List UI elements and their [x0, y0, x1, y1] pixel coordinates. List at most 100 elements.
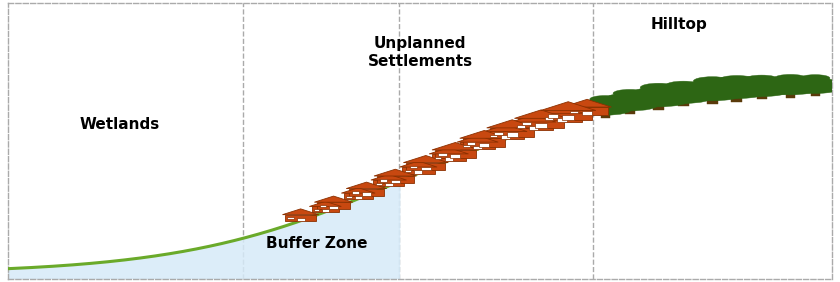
- FancyBboxPatch shape: [414, 170, 423, 173]
- FancyBboxPatch shape: [349, 189, 384, 196]
- Ellipse shape: [640, 83, 677, 92]
- Ellipse shape: [790, 83, 840, 94]
- Polygon shape: [374, 169, 417, 176]
- FancyBboxPatch shape: [320, 205, 326, 207]
- FancyBboxPatch shape: [459, 142, 496, 149]
- Ellipse shape: [654, 91, 713, 103]
- FancyBboxPatch shape: [450, 154, 460, 158]
- Ellipse shape: [801, 75, 830, 81]
- Polygon shape: [371, 174, 407, 180]
- FancyBboxPatch shape: [362, 192, 370, 196]
- FancyBboxPatch shape: [557, 118, 567, 122]
- Polygon shape: [429, 148, 469, 154]
- FancyBboxPatch shape: [601, 112, 610, 118]
- Polygon shape: [346, 182, 386, 189]
- FancyBboxPatch shape: [438, 153, 447, 156]
- Polygon shape: [486, 120, 538, 128]
- FancyBboxPatch shape: [312, 206, 339, 212]
- FancyBboxPatch shape: [435, 150, 475, 158]
- FancyBboxPatch shape: [434, 157, 441, 159]
- FancyBboxPatch shape: [582, 111, 592, 116]
- FancyBboxPatch shape: [494, 132, 502, 135]
- Ellipse shape: [590, 96, 621, 103]
- FancyBboxPatch shape: [566, 107, 608, 116]
- FancyBboxPatch shape: [785, 91, 795, 98]
- FancyBboxPatch shape: [549, 114, 558, 118]
- FancyBboxPatch shape: [517, 125, 525, 128]
- FancyBboxPatch shape: [487, 131, 524, 139]
- Ellipse shape: [579, 104, 632, 115]
- Polygon shape: [432, 142, 479, 150]
- Ellipse shape: [745, 75, 779, 83]
- FancyBboxPatch shape: [479, 143, 490, 147]
- FancyBboxPatch shape: [518, 118, 564, 127]
- Ellipse shape: [680, 87, 744, 101]
- Ellipse shape: [613, 89, 647, 97]
- FancyBboxPatch shape: [329, 206, 338, 209]
- Ellipse shape: [627, 93, 690, 107]
- FancyBboxPatch shape: [501, 135, 510, 139]
- Polygon shape: [538, 106, 585, 114]
- FancyBboxPatch shape: [375, 183, 382, 185]
- Polygon shape: [512, 115, 556, 122]
- FancyBboxPatch shape: [317, 202, 350, 209]
- Ellipse shape: [774, 74, 806, 82]
- FancyBboxPatch shape: [285, 215, 317, 221]
- Ellipse shape: [795, 78, 836, 87]
- Ellipse shape: [601, 98, 659, 111]
- FancyBboxPatch shape: [562, 115, 574, 120]
- FancyBboxPatch shape: [444, 157, 453, 161]
- Polygon shape: [457, 136, 498, 142]
- FancyBboxPatch shape: [380, 179, 387, 182]
- Polygon shape: [341, 188, 375, 193]
- Ellipse shape: [719, 76, 755, 84]
- FancyBboxPatch shape: [528, 126, 538, 130]
- Ellipse shape: [693, 77, 731, 85]
- FancyBboxPatch shape: [706, 96, 718, 104]
- FancyBboxPatch shape: [491, 128, 534, 137]
- Text: Hilltop: Hilltop: [651, 17, 707, 32]
- FancyBboxPatch shape: [507, 133, 517, 137]
- Ellipse shape: [738, 79, 785, 89]
- FancyBboxPatch shape: [570, 111, 578, 113]
- Polygon shape: [484, 125, 528, 131]
- FancyBboxPatch shape: [402, 167, 434, 173]
- FancyBboxPatch shape: [473, 146, 482, 149]
- Ellipse shape: [606, 93, 654, 104]
- Ellipse shape: [584, 99, 627, 109]
- Ellipse shape: [733, 84, 790, 97]
- FancyBboxPatch shape: [542, 114, 582, 122]
- FancyBboxPatch shape: [432, 154, 465, 161]
- FancyBboxPatch shape: [421, 167, 431, 170]
- FancyBboxPatch shape: [377, 176, 413, 183]
- FancyBboxPatch shape: [678, 99, 689, 106]
- FancyBboxPatch shape: [297, 218, 305, 221]
- FancyBboxPatch shape: [490, 135, 497, 137]
- FancyBboxPatch shape: [463, 138, 506, 147]
- FancyBboxPatch shape: [287, 217, 294, 219]
- FancyBboxPatch shape: [344, 193, 373, 199]
- FancyBboxPatch shape: [811, 90, 820, 96]
- FancyBboxPatch shape: [354, 196, 362, 199]
- FancyBboxPatch shape: [544, 117, 553, 120]
- Ellipse shape: [685, 81, 738, 93]
- Polygon shape: [8, 181, 400, 279]
- Polygon shape: [459, 131, 509, 138]
- FancyBboxPatch shape: [410, 166, 417, 168]
- Polygon shape: [541, 102, 596, 111]
- FancyBboxPatch shape: [391, 180, 400, 183]
- FancyBboxPatch shape: [535, 123, 547, 127]
- Text: Buffer Zone: Buffer Zone: [266, 236, 368, 251]
- FancyBboxPatch shape: [407, 163, 445, 170]
- Text: Unplanned
Settlements: Unplanned Settlements: [367, 36, 473, 69]
- Polygon shape: [309, 201, 341, 206]
- FancyBboxPatch shape: [625, 107, 635, 114]
- Ellipse shape: [711, 79, 762, 91]
- FancyBboxPatch shape: [352, 191, 359, 194]
- Polygon shape: [314, 196, 353, 202]
- FancyBboxPatch shape: [732, 94, 743, 102]
- Ellipse shape: [706, 85, 768, 99]
- Ellipse shape: [764, 83, 817, 95]
- FancyBboxPatch shape: [757, 93, 767, 100]
- FancyBboxPatch shape: [385, 183, 392, 186]
